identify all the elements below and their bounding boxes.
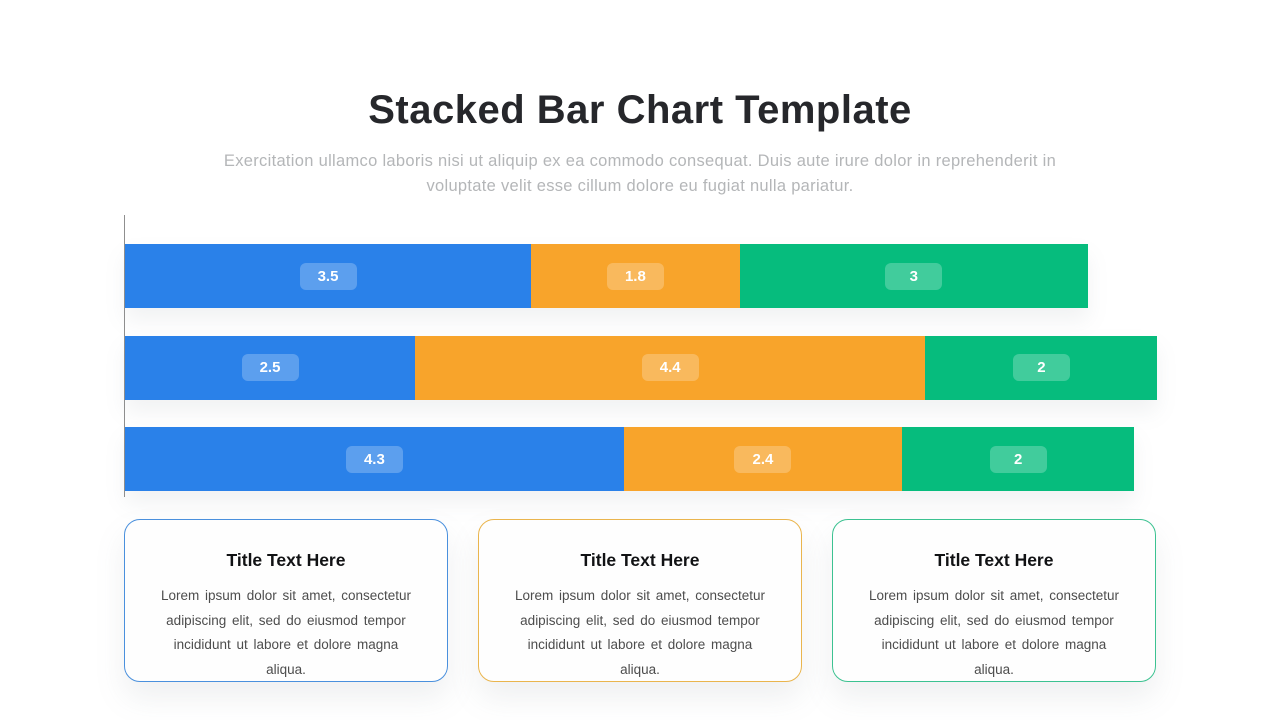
- page-subtitle: Exercitation ullamco laboris nisi ut ali…: [223, 152, 1057, 195]
- segment-value-label: 2.4: [734, 445, 792, 473]
- bar-segment-orange: 1.8: [531, 244, 740, 308]
- card-title: Title Text Here: [934, 550, 1054, 570]
- bar-row: 2.5 4.4 2: [125, 335, 1158, 400]
- segment-value-label: 3: [885, 262, 943, 290]
- stacked-bar-chart: 3.5 1.8 3 2.5 4.4 2 4.3 2.4 2: [124, 215, 1174, 497]
- page-title: Stacked Bar Chart Template: [368, 88, 912, 132]
- segment-value-label: 4.3: [345, 445, 403, 473]
- bar-segment-green: 2: [925, 335, 1158, 400]
- bar-segment-green: 3: [739, 244, 1088, 308]
- bar-segment-blue: 2.5: [125, 335, 415, 400]
- card-title: Title Text Here: [580, 550, 700, 570]
- card-blue: Title Text Here Lorem ipsum dolor sit am…: [124, 519, 448, 682]
- card-body: Lorem ipsum dolor sit amet, consectetur …: [868, 588, 1120, 677]
- segment-value-label: 4.4: [641, 354, 699, 381]
- segment-value-label: 2: [989, 445, 1047, 473]
- card-list: Title Text Here Lorem ipsum dolor sit am…: [124, 519, 1156, 682]
- segment-value-label: 2.5: [241, 354, 299, 381]
- bar-segment-green: 2: [902, 427, 1135, 491]
- bar-row: 3.5 1.8 3: [125, 244, 1088, 308]
- bar-segment-orange: 4.4: [415, 335, 926, 400]
- bar-segment-blue: 3.5: [125, 244, 531, 308]
- segment-value-label: 3.5: [299, 262, 357, 290]
- card-title: Title Text Here: [226, 550, 346, 570]
- segment-value-label: 2: [1012, 354, 1070, 381]
- card-orange: Title Text Here Lorem ipsum dolor sit am…: [478, 519, 802, 682]
- card-body: Lorem ipsum dolor sit amet, consectetur …: [160, 588, 412, 677]
- bar-segment-orange: 2.4: [623, 427, 903, 491]
- segment-value-label: 1.8: [606, 262, 664, 290]
- bar-segment-blue: 4.3: [125, 427, 624, 491]
- card-body: Lorem ipsum dolor sit amet, consectetur …: [514, 588, 766, 677]
- bar-row: 4.3 2.4 2: [125, 427, 1135, 491]
- card-green: Title Text Here Lorem ipsum dolor sit am…: [832, 519, 1156, 682]
